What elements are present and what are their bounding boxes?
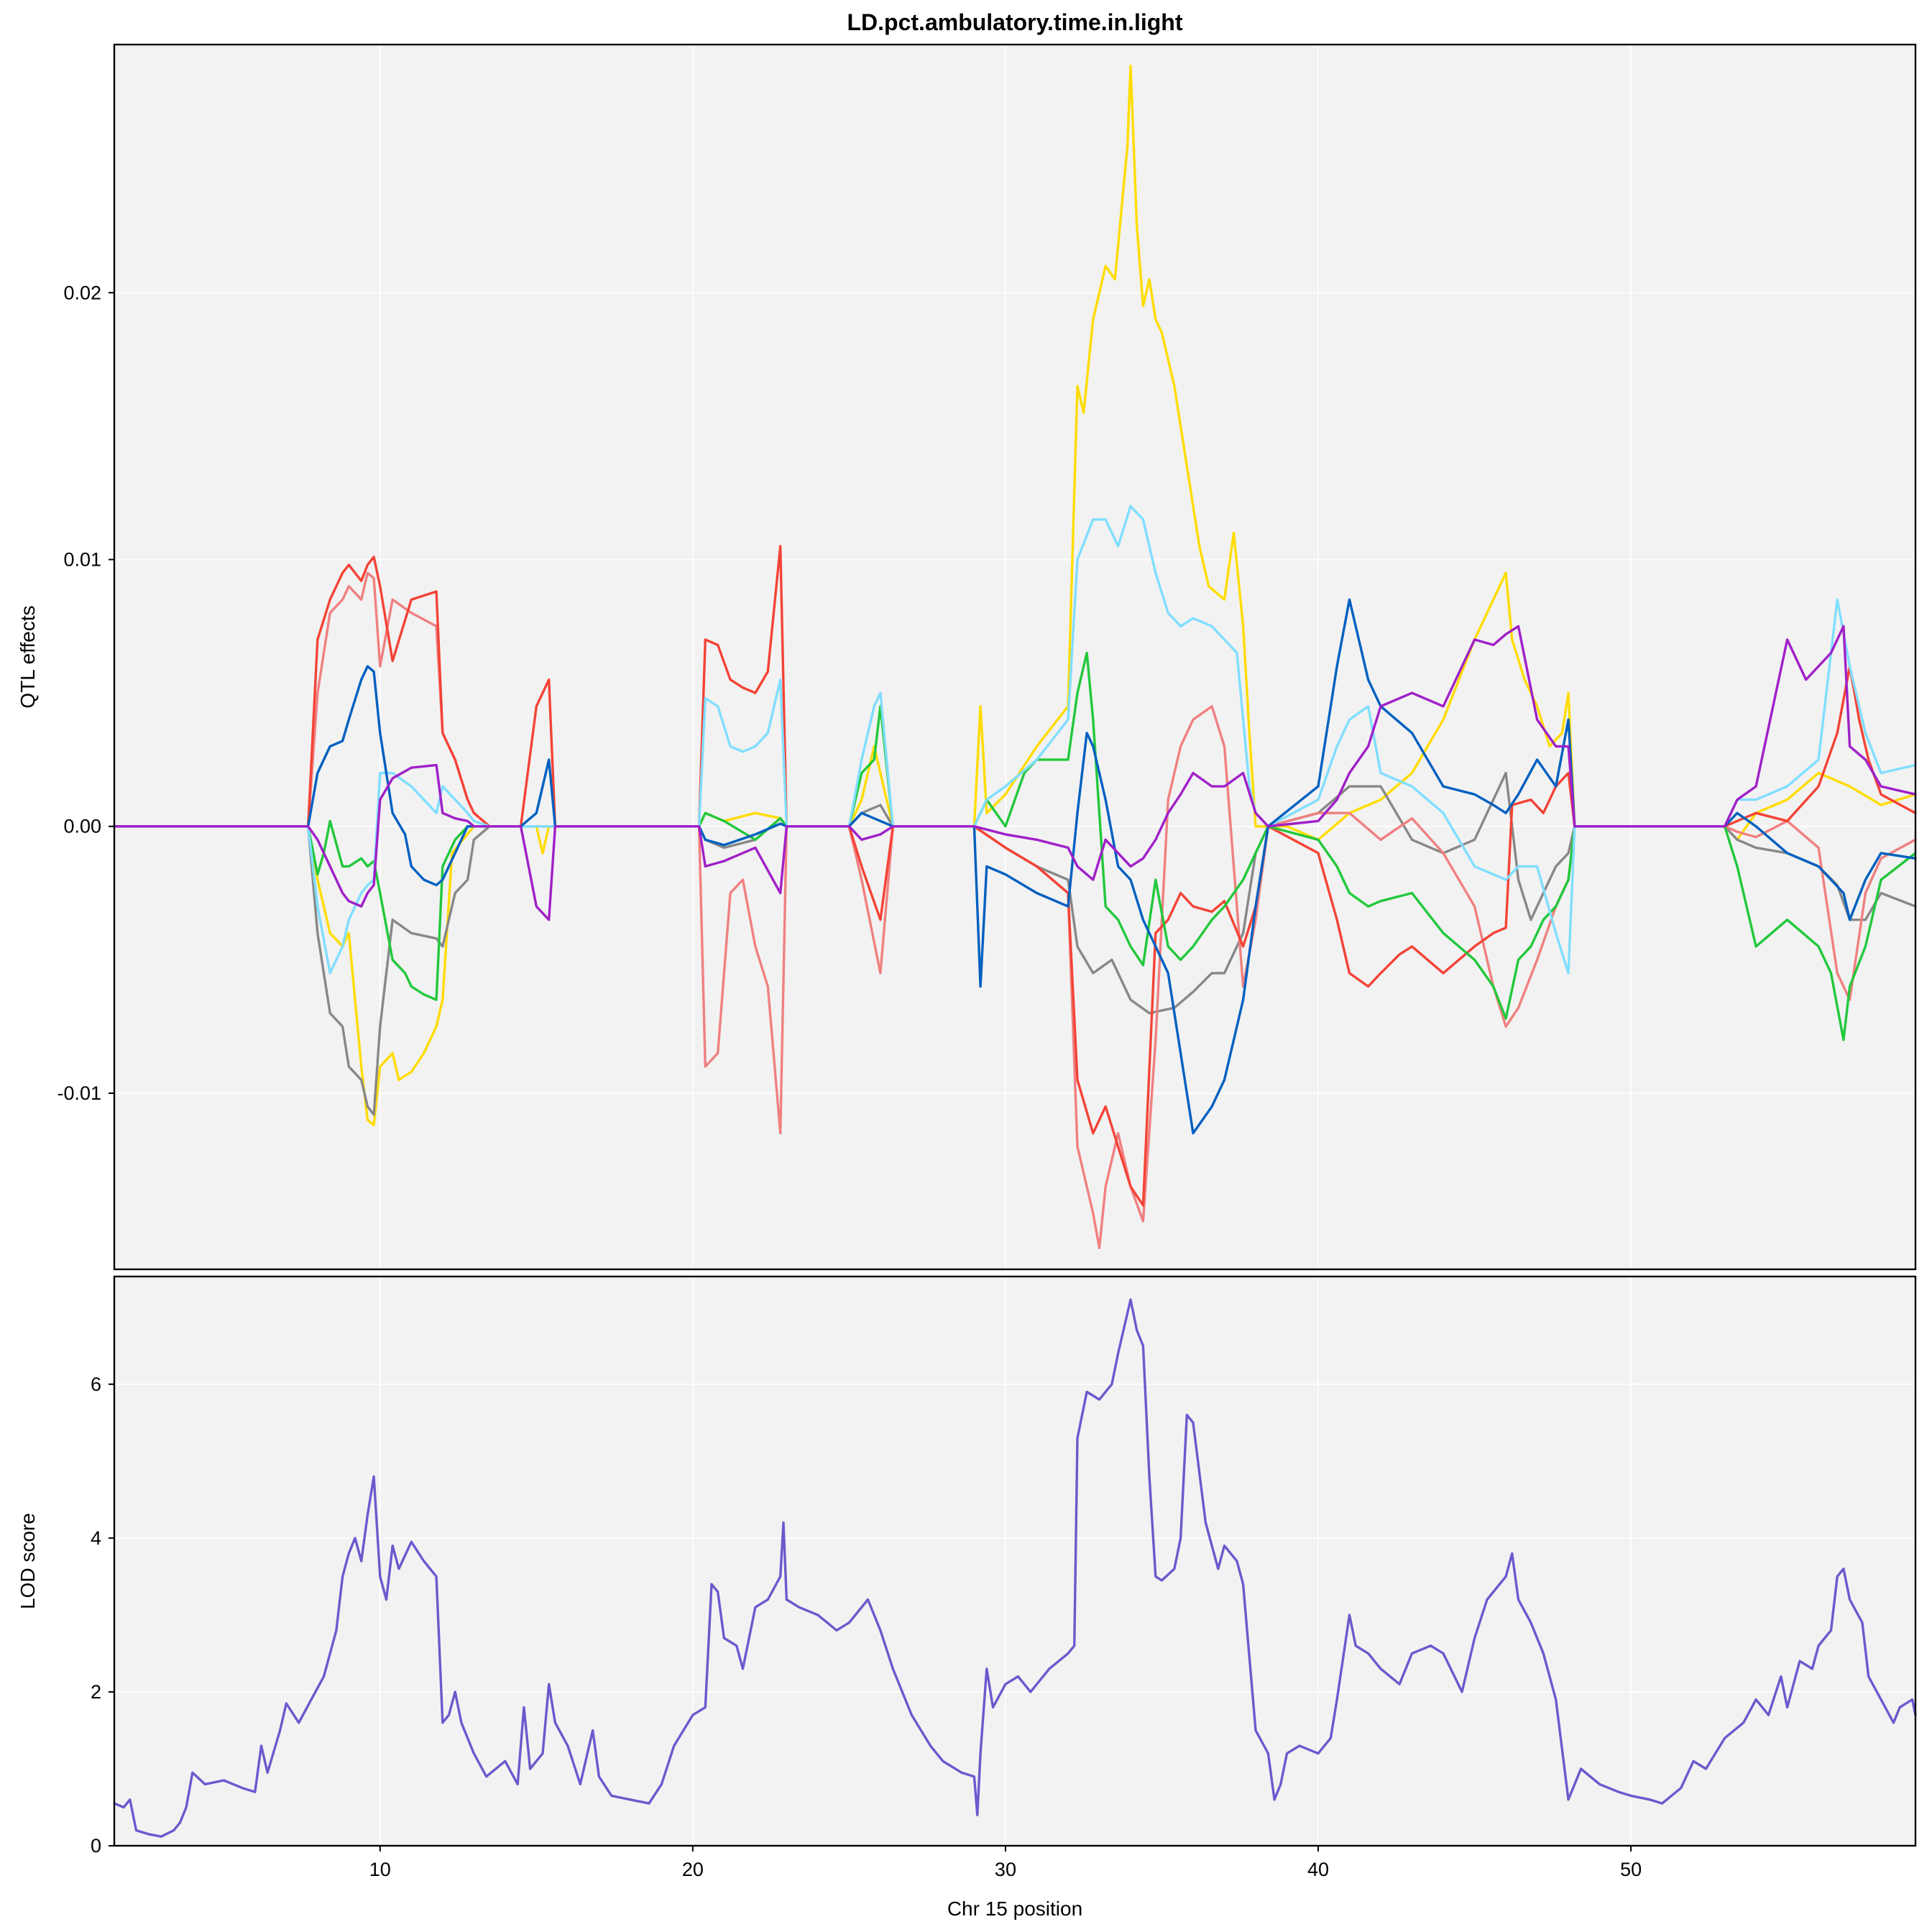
qtl-effects-frame	[113, 43, 1917, 1271]
qtl-effects-panel: -0.01 0.00 0.01 0.02 QTL effects	[17, 43, 1917, 1271]
lod-score-y-ticks: 0 2 4 6	[91, 1374, 114, 1857]
qtl-effects-y-axis-label: QTL effects	[17, 605, 39, 708]
y-tick-label: 0	[91, 1835, 101, 1857]
qtl-effect-line-0	[113, 65, 1917, 1127]
lod-score-line	[113, 1298, 1917, 1838]
x-axis-ticks: 10 20 30 40 50	[369, 1846, 1642, 1880]
qtl-effects-plot-area	[114, 45, 1915, 1269]
x-tick-label: 30	[995, 1859, 1016, 1880]
x-axis-label: Chr 15 position	[947, 1898, 1082, 1920]
lod-score-frame	[113, 1275, 1917, 1847]
qtl-effects-series	[113, 65, 1917, 1249]
y-tick-label: 6	[91, 1374, 101, 1395]
lod-score-panel: 0 2 4 6 10 20 30 40 50 LOD score Chr 15 positio…	[17, 1275, 1917, 1920]
y-tick-label: 2	[91, 1681, 101, 1703]
lod-score-plot-area	[114, 1276, 1915, 1846]
x-tick-label: 40	[1307, 1859, 1329, 1880]
x-tick-label: 10	[369, 1859, 391, 1880]
y-tick-label: -0.01	[57, 1082, 101, 1104]
qtl-effect-line-3	[113, 545, 1917, 1207]
x-tick-label: 50	[1620, 1859, 1642, 1880]
qtl-effects-gridlines	[114, 45, 1915, 1269]
lod-score-y-axis-label: LOD score	[17, 1513, 39, 1609]
lod-score-series	[113, 1298, 1917, 1838]
qtl-effects-y-ticks: -0.01 0.00 0.01 0.02	[57, 282, 114, 1104]
y-tick-label: 0.02	[63, 282, 101, 303]
qtl-effect-line-4	[113, 651, 1917, 1041]
y-tick-label: 4	[91, 1527, 101, 1549]
x-tick-label: 20	[682, 1859, 704, 1880]
y-tick-label: 0.01	[63, 548, 101, 570]
qtl-effect-line-6	[113, 598, 1917, 1135]
chart-title: LD.pct.ambulatory.time.in.light	[847, 9, 1183, 35]
y-tick-label: 0.00	[63, 816, 101, 837]
qtl-effect-line-7	[113, 625, 1917, 921]
qtl-effect-line-1	[113, 771, 1917, 1116]
qtl-effect-line-5	[113, 505, 1917, 975]
